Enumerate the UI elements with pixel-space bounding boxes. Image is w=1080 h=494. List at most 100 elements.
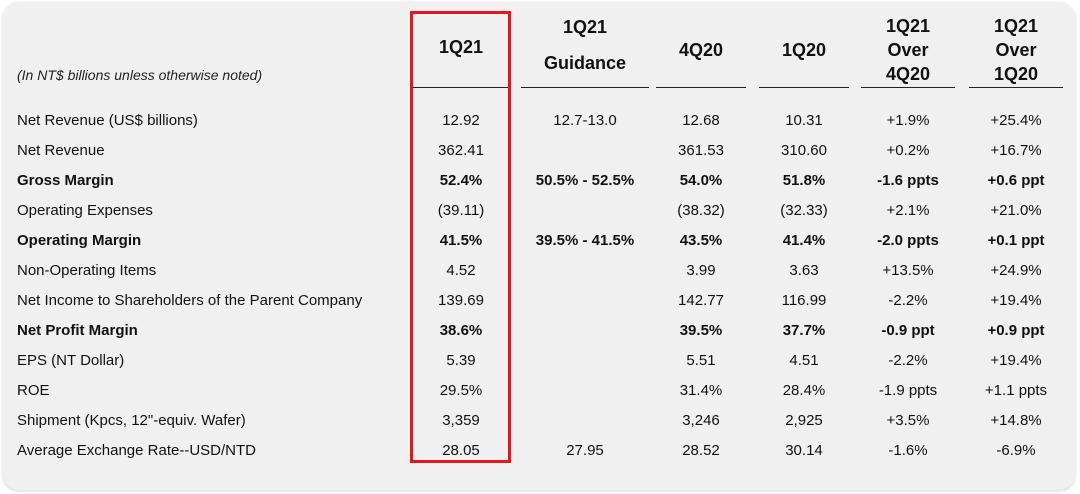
- table-cell: 362.41: [438, 142, 484, 159]
- table-cell: -2.0 ppts: [877, 232, 939, 249]
- table-cell: +21.0%: [990, 202, 1042, 219]
- table-cell: -1.9 ppts: [878, 382, 938, 399]
- column-header-6-line-3: 1Q20: [993, 64, 1039, 84]
- table-row: Operating Expenses (39.11) (38.32) (32.33) +…: [0, 196, 1080, 226]
- table-row: Operating Margin 41.5% 39.5% - 41.5% 43.5% 4…: [0, 226, 1080, 256]
- table-cell: +1.9%: [886, 112, 930, 129]
- column-header-4-line-1: 1Q20: [781, 40, 827, 60]
- column-header-underline: [521, 87, 649, 88]
- table-cell: +24.9%: [990, 262, 1042, 279]
- table-cell: 54.0%: [679, 172, 723, 189]
- table-row: Shipment (Kpcs, 12"-equiv. Wafer) 3,359 3,…: [0, 406, 1080, 436]
- table-cell: +13.5%: [882, 262, 934, 279]
- table-cell: 37.7%: [782, 322, 826, 339]
- table-cell: 39.5%: [679, 322, 723, 339]
- table-cell: 5.39: [446, 352, 476, 369]
- table-cell: 4.52: [446, 262, 476, 279]
- table-cell: 2,925: [785, 412, 823, 429]
- column-header-underline: [969, 87, 1063, 88]
- column-header-underline: [656, 87, 746, 88]
- table-cell: -1.6%: [888, 442, 928, 459]
- table-cell: 4.51: [789, 352, 819, 369]
- table-cell: 30.14: [785, 442, 823, 459]
- table-cell: 27.95: [566, 442, 604, 459]
- table-cell: 139.69: [438, 292, 484, 309]
- table-cell: +0.1 ppt: [987, 232, 1045, 249]
- column-header-2-line-2: Guidance: [543, 53, 627, 73]
- row-label: Net Profit Margin: [17, 322, 138, 339]
- table-cell: (39.11): [437, 202, 485, 219]
- table-cell: 12.68: [682, 112, 720, 129]
- table-cell: 41.5%: [439, 232, 483, 249]
- table-row: Net Revenue (US$ billions) 12.92 12.7-13.0…: [0, 106, 1080, 136]
- table-row: Net Revenue 362.41 361.53 310.60 +0.2% +16.7%: [0, 136, 1080, 166]
- table-cell: 41.4%: [782, 232, 826, 249]
- table-cell: +3.5%: [886, 412, 930, 429]
- table-cell: 12.92: [442, 112, 480, 129]
- table-cell: -6.9%: [996, 442, 1036, 459]
- row-label: Non-Operating Items: [17, 262, 157, 279]
- row-label: Average Exchange Rate--USD/NTD: [17, 442, 256, 459]
- table-cell: 116.99: [781, 292, 827, 309]
- row-label: Net Revenue: [17, 142, 105, 159]
- row-label: Operating Expenses: [17, 202, 153, 219]
- column-header-5-line-2: Over: [887, 40, 929, 60]
- row-label: EPS (NT Dollar): [17, 352, 125, 369]
- table-cell: 361.53: [678, 142, 724, 159]
- table-cell: 28.05: [442, 442, 480, 459]
- column-header-1-line-1: 1Q21: [438, 37, 484, 57]
- column-header-5-line-3: 4Q20: [885, 64, 931, 84]
- table-cell: 52.4%: [439, 172, 483, 189]
- row-label: Net Revenue (US$ billions): [17, 112, 198, 129]
- table-row: Non-Operating Items 4.52 3.99 3.63 +13.5% +24…: [0, 256, 1080, 286]
- table-cell: +16.7%: [990, 142, 1042, 159]
- table-cell: 50.5% - 52.5%: [535, 172, 635, 189]
- column-header-6-line-1: 1Q21: [993, 16, 1039, 36]
- table-cell: 28.52: [682, 442, 720, 459]
- column-header-underline: [759, 87, 849, 88]
- table-cell: 5.51: [686, 352, 716, 369]
- row-label: ROE: [17, 382, 50, 399]
- table-cell: 10.31: [785, 112, 823, 129]
- row-label: Net Income to Shareholders of the Parent…: [17, 292, 363, 309]
- table-cell: +25.4%: [990, 112, 1042, 129]
- row-label: Gross Margin: [17, 172, 114, 189]
- table-cell: +0.9 ppt: [987, 322, 1045, 339]
- table-cell: 29.5%: [439, 382, 483, 399]
- table-cell: -1.6 ppts: [877, 172, 939, 189]
- table-cell: 43.5%: [679, 232, 723, 249]
- table-row: Gross Margin 52.4% 50.5% - 52.5% 54.0% 51.8%…: [0, 166, 1080, 196]
- table-cell: 31.4%: [679, 382, 723, 399]
- current-quarter-highlight: [410, 11, 511, 463]
- table-cell: (32.33): [780, 202, 828, 219]
- table-cell: 3.99: [686, 262, 716, 279]
- units-note: (In NT$ billions unless otherwise noted): [17, 67, 263, 83]
- table-cell: +19.4%: [990, 292, 1042, 309]
- table-cell: 12.7-13.0: [553, 112, 617, 129]
- table-cell: +1.1 ppts: [984, 382, 1048, 399]
- table-cell: +2.1%: [886, 202, 930, 219]
- column-header-2-line-1: 1Q21: [562, 17, 608, 37]
- table-row: EPS (NT Dollar) 5.39 5.51 4.51 -2.2% +19.4%: [0, 346, 1080, 376]
- table-row: Average Exchange Rate--USD/NTD 28.05 27.95…: [0, 436, 1080, 466]
- table-cell: 39.5% - 41.5%: [535, 232, 635, 249]
- column-header-5-line-1: 1Q21: [885, 16, 931, 36]
- table-cell: +0.6 ppt: [987, 172, 1045, 189]
- table-cell: 142.77: [678, 292, 724, 309]
- table-cell: 3.63: [789, 262, 819, 279]
- table-cell: 51.8%: [782, 172, 826, 189]
- table-cell: 28.4%: [782, 382, 826, 399]
- column-header-3-line-1: 4Q20: [678, 40, 724, 60]
- table-cell: -2.2%: [888, 292, 928, 309]
- table-cell: 3,246: [682, 412, 720, 429]
- table-row: Net Income to Shareholders of the Parent…: [0, 286, 1080, 316]
- table-cell: +19.4%: [990, 352, 1042, 369]
- table-cell: +0.2%: [886, 142, 930, 159]
- table-cell: -2.2%: [888, 352, 928, 369]
- table-row: ROE 29.5% 31.4% 28.4% -1.9 ppts +1.1 ppts: [0, 376, 1080, 406]
- table-cell: +14.8%: [990, 412, 1042, 429]
- table-cell: 310.60: [781, 142, 827, 159]
- table-row: Net Profit Margin 38.6% 39.5% 37.7% -0.9 ppt…: [0, 316, 1080, 346]
- column-header-underline: [413, 87, 509, 88]
- table-cell: (38.32): [677, 202, 725, 219]
